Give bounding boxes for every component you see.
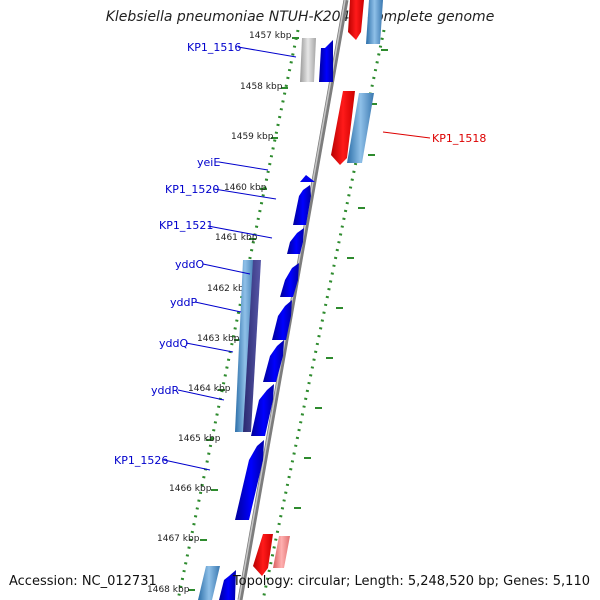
label-yddR[interactable]: yddR [151, 384, 179, 397]
inner-dotted-track [176, 29, 300, 600]
forward-gene-yddO [280, 263, 299, 297]
label-yddO[interactable]: yddO [175, 258, 204, 271]
forward-gene-kp1-1516 [319, 40, 333, 82]
kbp-tick-1463: 1463 kbp [197, 334, 240, 344]
leader-kp1-1518 [382, 131, 431, 139]
forward-gene-yddR [251, 384, 274, 436]
reverse-pseudogene-lower [273, 536, 290, 568]
rna-feature-bottom [198, 566, 220, 600]
kbp-tick-1466: 1466 kbp [169, 484, 212, 494]
forward-gene-yddQ [263, 340, 284, 382]
kbp-ticks: 1457 kbp 1458 kbp 1459 kbp 1460 kbp 1461… [147, 31, 292, 595]
label-kp1-1526[interactable]: KP1_1526 [114, 454, 168, 467]
leader-kp1-1526 [163, 459, 211, 471]
forward-gene-yddP [272, 300, 292, 340]
inner-track-features [198, 38, 333, 600]
accession-text: Accession: NC_012731 [9, 574, 157, 589]
rna-feature-kp1-1518 [347, 93, 374, 163]
forward-gene-kp1-1526 [235, 440, 264, 520]
forward-gene-yeiE [300, 175, 315, 182]
forward-gene-kp1-1521 [287, 228, 304, 254]
kbp-tick-1457: 1457 kbp [249, 31, 292, 41]
leader-yddP [194, 301, 242, 313]
label-kp1-1521[interactable]: KP1_1521 [159, 219, 213, 232]
pseudogene-kp1-1516 [300, 38, 316, 82]
reverse-gene-kp1-1518 [331, 91, 355, 165]
reverse-gene-top [348, 0, 364, 40]
kbp-tick-1458: 1458 kbp [240, 82, 283, 92]
leader-yddO [202, 263, 251, 275]
reverse-gene-lower [253, 534, 273, 576]
leader-yeiE [218, 161, 269, 171]
kbp-tick-1460: 1460 kbp [224, 183, 267, 193]
outer-track-features [253, 0, 383, 576]
label-kp1-1516[interactable]: KP1_1516 [187, 41, 241, 54]
label-yddQ[interactable]: yddQ [159, 337, 188, 350]
label-kp1-1520[interactable]: KP1_1520 [165, 183, 219, 196]
leader-yddQ [185, 342, 234, 353]
kbp-tick-1465: 1465 kbp [178, 434, 221, 444]
forward-gene-bottom [219, 570, 236, 600]
kbp-tick-1462: 1462 kbp [207, 284, 250, 294]
label-leader-lines [163, 46, 431, 471]
gene-labels: KP1_1516 KP1_1518 yeiE KP1_1520 KP1_1521… [114, 41, 486, 467]
label-kp1-1518[interactable]: KP1_1518 [432, 132, 486, 145]
misc-feature-yddO [243, 260, 261, 432]
kbp-tick-1461: 1461 kbp [215, 233, 258, 243]
kbp-tick-1468: 1468 kbp [147, 585, 190, 595]
kbp-tick-1459: 1459 kbp [231, 132, 274, 142]
leader-yddR [177, 389, 225, 401]
kbp-tick-1467: 1467 kbp [157, 534, 200, 544]
leader-kp1-1520 [213, 188, 277, 200]
genome-title: Klebsiella pneumoniae NTUH-K2044, comple… [105, 9, 495, 25]
label-yddP[interactable]: yddP [170, 296, 197, 309]
leader-kp1-1516 [237, 46, 297, 58]
forward-gene-kp1-1520 [293, 185, 311, 225]
kbp-tick-1464: 1464 kbp [188, 384, 231, 394]
rna-feature-yddO [235, 260, 255, 432]
label-yeiE[interactable]: yeiE [197, 156, 220, 169]
rna-feature-top [366, 0, 383, 44]
genome-backbone [237, 0, 349, 600]
topology-text: Topology: circular; Length: 5,248,520 bp… [232, 574, 590, 589]
leader-kp1-1521 [207, 225, 273, 239]
